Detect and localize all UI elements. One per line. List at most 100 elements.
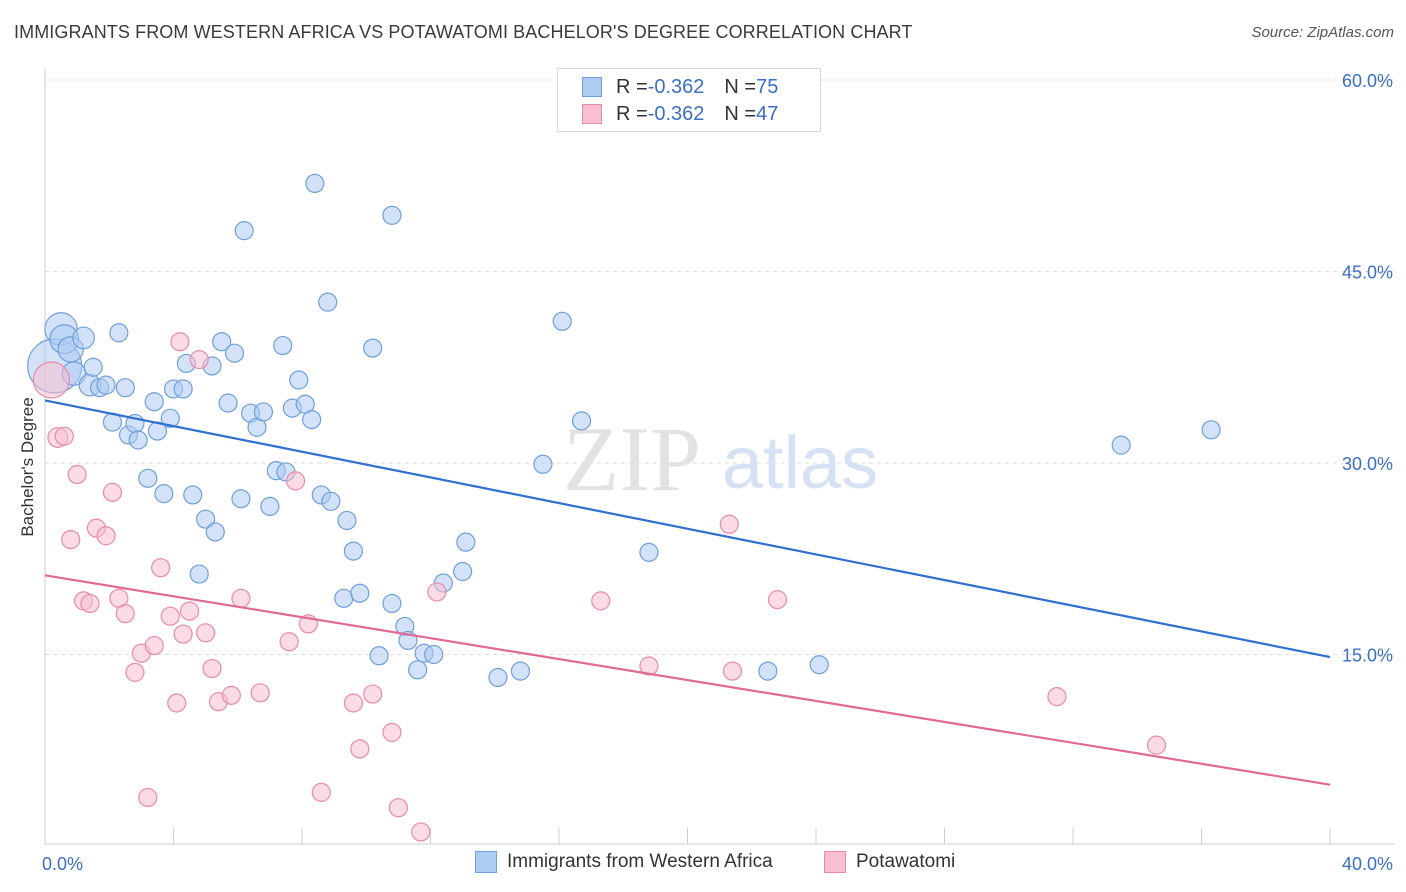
point-potawatomi-15 (144, 635, 164, 656)
point-western-africa-69 (571, 411, 592, 431)
point-western-africa-50 (337, 510, 357, 531)
point-western-africa-56 (382, 593, 402, 614)
y-tick-label-3: 60.0% (1342, 71, 1393, 91)
trend-lines (44, 399, 1331, 786)
legend-swatch-potawatomi (824, 851, 846, 873)
point-western-africa-19 (154, 484, 174, 504)
point-western-africa-72 (809, 655, 829, 675)
legend-r-value: -0.362 (647, 75, 705, 98)
point-potawatomi-33 (350, 739, 370, 759)
point-western-africa-32 (231, 489, 251, 509)
point-potawatomi-42 (719, 514, 739, 534)
legend-n-value: 75 (756, 75, 779, 98)
point-western-africa-52 (350, 583, 370, 603)
trend-line-western-africa (44, 399, 1331, 659)
point-potawatomi-21 (189, 349, 209, 370)
point-western-africa-47 (318, 292, 338, 312)
y-tick-label-1: 30.0% (1342, 454, 1393, 474)
y-tick-label-0: 15.0% (1342, 646, 1393, 666)
legend-n-label: N = (724, 75, 757, 98)
point-potawatomi-16 (151, 558, 171, 578)
point-western-africa-44 (302, 409, 322, 430)
point-western-africa-20 (160, 408, 180, 428)
point-potawatomi-36 (388, 798, 408, 818)
point-western-africa-53 (363, 338, 383, 358)
point-potawatomi-11 (115, 604, 135, 624)
point-potawatomi-29 (285, 471, 306, 491)
legend-r-label: R = (616, 75, 648, 98)
chart-title: IMMIGRANTS FROM WESTERN AFRICA VS POTAWA… (14, 22, 913, 42)
watermark-atlas: atlas (722, 421, 878, 504)
legend-n-value: 47 (756, 102, 779, 125)
point-potawatomi-46 (1146, 735, 1167, 755)
axes (44, 68, 1395, 845)
legend-label-western-africa: Immigrants from Western Africa (507, 851, 773, 872)
legend-swatch-western-africa (475, 851, 497, 873)
legend-label-potawatomi: Potawatomi (856, 851, 956, 872)
point-western-africa-63 (453, 561, 473, 582)
point-potawatomi-18 (167, 693, 187, 713)
point-potawatomi-14 (138, 787, 158, 808)
point-western-africa-29 (212, 332, 232, 352)
point-potawatomi-9 (102, 482, 123, 502)
point-western-africa-67 (533, 454, 553, 474)
point-western-africa-42 (289, 370, 309, 390)
grid-lines (45, 79, 1395, 655)
point-potawatomi-19 (173, 624, 193, 644)
point-western-africa-7 (83, 357, 103, 377)
point-western-africa-36 (253, 402, 274, 422)
legend-row-pink: R = -0.362 N = 47 (582, 102, 778, 126)
point-potawatomi-20 (179, 601, 200, 621)
point-western-africa-12 (115, 378, 135, 398)
point-western-africa-26 (196, 509, 216, 529)
source-label: Source: ZipAtlas.com (1251, 24, 1394, 41)
point-western-africa-15 (128, 430, 148, 450)
x-tick-label-1: 40.0% (1342, 854, 1393, 874)
point-western-africa-9 (96, 375, 116, 395)
point-potawatomi-2 (54, 426, 74, 446)
point-western-africa-65 (488, 667, 508, 688)
point-potawatomi-38 (427, 582, 447, 602)
point-potawatomi-27 (250, 683, 270, 703)
point-western-africa-37 (260, 496, 280, 517)
point-western-africa-16 (138, 468, 158, 488)
series-potawatomi (32, 332, 1167, 842)
x-tick-label-0: 0.0% (42, 854, 83, 874)
stats-legend: R = -0.362 N = 75 R = -0.362 N = 47 (557, 68, 821, 132)
point-western-africa-22 (173, 379, 193, 399)
point-potawatomi-41 (639, 656, 659, 676)
point-western-africa-66 (510, 661, 531, 681)
point-potawatomi-45 (1047, 687, 1067, 707)
point-potawatomi-6 (80, 593, 100, 614)
legend-row-blue: R = -0.362 N = 75 (582, 75, 778, 99)
point-potawatomi-3 (61, 529, 81, 550)
point-western-africa-33 (234, 221, 254, 241)
point-western-africa-59 (408, 660, 428, 680)
point-western-africa-39 (273, 335, 293, 356)
point-western-africa-49 (334, 588, 354, 608)
point-western-africa-70 (639, 542, 659, 562)
point-western-africa-54 (369, 646, 389, 666)
point-potawatomi-39 (170, 332, 190, 352)
point-western-africa-71 (758, 661, 778, 681)
point-potawatomi-26 (231, 588, 251, 608)
point-western-africa-28 (205, 522, 225, 542)
point-western-africa-31 (224, 343, 245, 363)
point-potawatomi-35 (382, 722, 402, 742)
legend-swatch-blue (582, 77, 602, 97)
point-western-africa-24 (183, 485, 203, 505)
point-western-africa-64 (456, 532, 476, 552)
point-western-africa-68 (552, 311, 572, 331)
trend-line-potawatomi (44, 574, 1331, 786)
point-potawatomi-0 (32, 361, 71, 399)
point-western-africa-61 (424, 644, 444, 665)
point-potawatomi-17 (160, 606, 180, 626)
legend-item-potawatomi: Potawatomi (824, 851, 955, 873)
point-potawatomi-23 (202, 658, 222, 679)
y-tick-label-2: 45.0% (1342, 263, 1393, 283)
point-potawatomi-22 (196, 623, 216, 643)
legend-n-label: N = (724, 102, 757, 125)
legend-swatch-pink (582, 104, 602, 124)
point-potawatomi-31 (311, 782, 331, 802)
